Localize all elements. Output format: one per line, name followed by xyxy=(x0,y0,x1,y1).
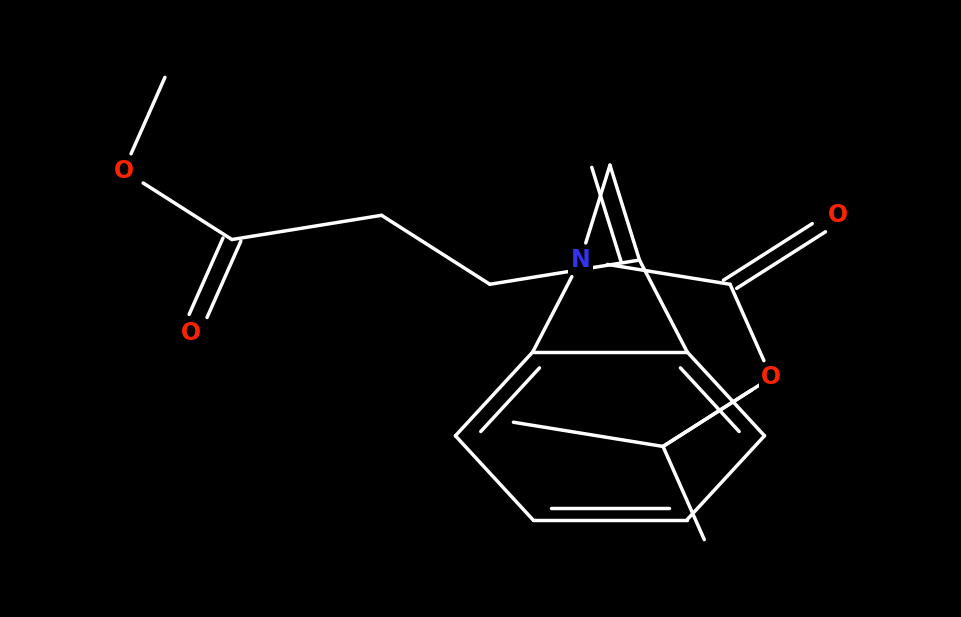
Text: O: O xyxy=(181,321,201,345)
Text: O: O xyxy=(113,159,134,183)
Text: O: O xyxy=(827,204,848,227)
Text: O: O xyxy=(827,204,848,227)
Text: N: N xyxy=(570,248,590,272)
Text: N: N xyxy=(570,248,590,272)
Text: O: O xyxy=(760,365,780,389)
Text: O: O xyxy=(181,321,201,345)
Text: O: O xyxy=(113,159,134,183)
Text: O: O xyxy=(760,365,780,389)
